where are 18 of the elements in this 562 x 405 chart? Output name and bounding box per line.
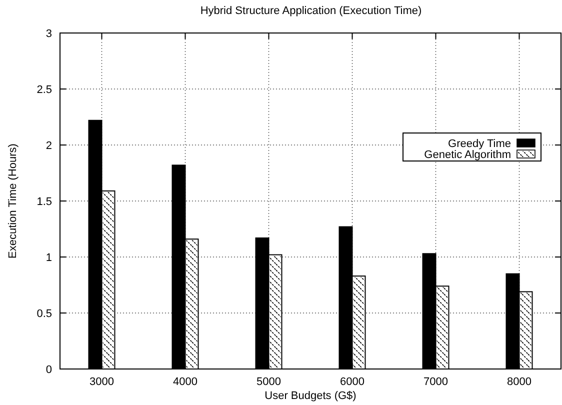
y-tick-label: 1.5 (36, 196, 52, 208)
y-tick-label: 2.5 (36, 84, 52, 96)
x-axis-title: User Budgets (G$) (264, 390, 356, 402)
y-tick-label: 0.5 (36, 308, 52, 320)
y-axis-title: Execution Time (Hours) (7, 144, 19, 258)
legend-label: Greedy Time (448, 138, 511, 150)
x-tick-label: 5000 (256, 376, 281, 388)
x-tick-label: 6000 (340, 376, 364, 388)
x-tick-label: 3000 (90, 376, 114, 388)
x-tick-label: 8000 (507, 376, 532, 388)
y-tick-label: 2 (46, 140, 52, 152)
y-tick-label: 3 (46, 28, 52, 40)
chart-title: Hybrid Structure Application (Execution Time) (200, 5, 422, 17)
x-tick-label: 4000 (173, 376, 198, 388)
y-tick-label: 0 (46, 364, 52, 376)
x-tick-label: 7000 (424, 376, 448, 388)
y-tick-label: 1 (46, 252, 52, 264)
legend-label: Genetic Algorithm (424, 148, 511, 161)
